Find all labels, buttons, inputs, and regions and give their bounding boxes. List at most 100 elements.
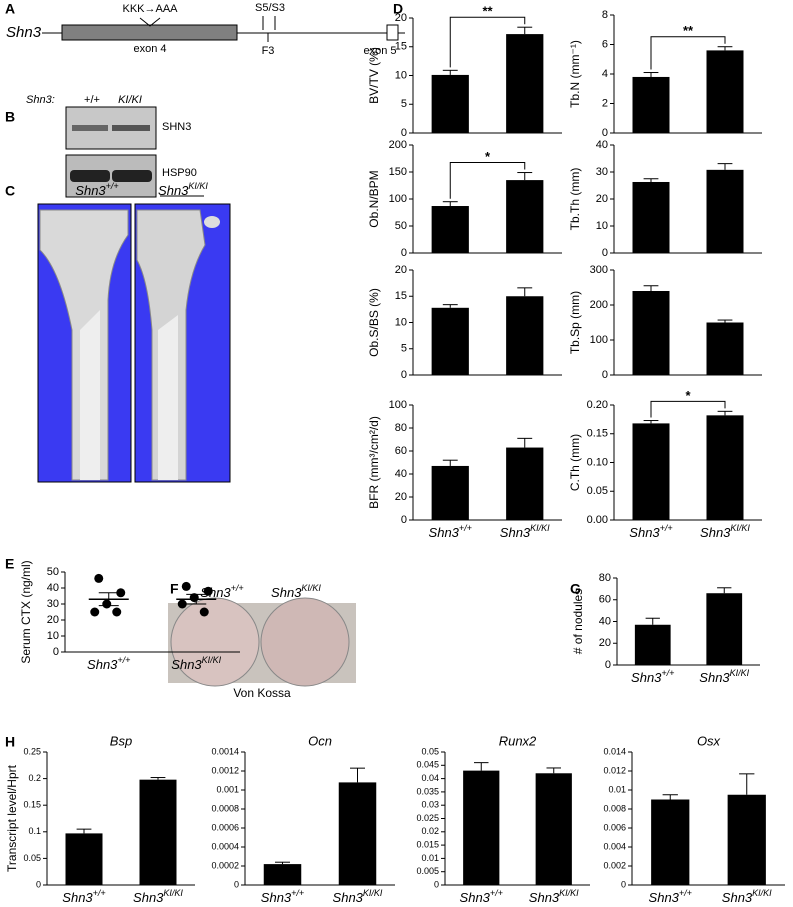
y-tick-label: 20	[596, 193, 608, 205]
significance: *	[485, 149, 491, 164]
y-axis-label: # of nodules	[571, 589, 585, 654]
data-point	[112, 607, 122, 617]
blot-label: Shn3:	[26, 94, 55, 106]
y-tick-label: 0	[36, 879, 41, 889]
y-tick-label: 40	[599, 615, 611, 627]
x-tick-label: Shn3KI/KI	[500, 523, 550, 540]
y-tick-label: 200	[590, 299, 608, 311]
y-tick-label: 15	[395, 41, 407, 53]
y-tick-label: 0	[621, 879, 626, 889]
bar	[431, 74, 469, 133]
y-axis-label: Ob.S/BS (%)	[367, 288, 381, 357]
y-tick-label: 0.006	[603, 822, 626, 832]
x-tick-label: Shn3+/+	[460, 888, 503, 905]
y-tick-label: 0	[401, 127, 407, 139]
bar	[506, 34, 544, 133]
data-point	[181, 581, 191, 591]
y-tick-label: 0	[434, 879, 439, 889]
bar	[706, 322, 744, 375]
y-tick-label: 0.025	[416, 813, 439, 823]
x-tick-label: Shn3+/+	[87, 655, 130, 672]
y-tick-label: 0	[401, 247, 407, 259]
y-tick-label: 0.03	[421, 800, 439, 810]
data-point	[177, 599, 187, 609]
y-tick-label: 100	[389, 399, 407, 411]
y-tick-label: 150	[389, 166, 407, 178]
bar	[139, 779, 177, 885]
y-tick-label: 0.15	[587, 428, 608, 440]
mutation-pointer	[139, 17, 161, 27]
y-tick-label: 0.01	[608, 784, 626, 794]
y-tick-label: 0	[605, 659, 611, 671]
blot-band	[112, 125, 150, 131]
y-tick-label: 0.035	[416, 786, 439, 796]
data-point	[102, 599, 112, 609]
y-tick-label: 8	[602, 9, 608, 21]
image-label: Shn3KI/KI	[271, 583, 321, 600]
y-tick-label: 0.0012	[211, 765, 239, 775]
chart-title: Osx	[697, 733, 721, 748]
y-tick-label: 0.0004	[211, 841, 239, 851]
y-tick-label: 0.10	[587, 456, 608, 468]
x-tick-label: Shn3KI/KI	[529, 888, 579, 905]
y-tick-label: 100	[590, 334, 608, 346]
x-tick-label: Shn3+/+	[649, 888, 692, 905]
data-point	[199, 607, 209, 617]
y-tick-label: 30	[47, 598, 59, 610]
y-tick-label: 0.20	[587, 399, 608, 411]
data-point	[94, 573, 104, 583]
significance: *	[685, 388, 691, 403]
y-tick-label: 0.012	[603, 765, 626, 775]
y-tick-label: 100	[389, 193, 407, 205]
y-tick-label: 0.0008	[211, 803, 239, 813]
lane-label: KI/KI	[118, 94, 142, 106]
bar	[263, 864, 302, 885]
bar	[706, 50, 744, 133]
chart-title: Bsp	[110, 733, 132, 748]
y-tick-label: 0.25	[23, 746, 41, 756]
data-point	[90, 607, 100, 617]
x-tick-label: Shn3KI/KI	[133, 888, 183, 905]
bar	[431, 307, 469, 375]
y-tick-label: 0.04	[421, 773, 439, 783]
bar	[506, 296, 544, 375]
exon-label: exon 5	[363, 45, 396, 57]
y-tick-label: 0.01	[421, 853, 439, 863]
data-point	[203, 586, 213, 596]
significance-bracket	[449, 16, 526, 68]
chart-title: Ocn	[308, 733, 332, 748]
significance: **	[683, 23, 694, 38]
bar	[632, 181, 670, 253]
y-tick-label: 0.004	[603, 841, 626, 851]
y-tick-label: 0.015	[416, 839, 439, 849]
panel-letter: C	[5, 183, 15, 199]
bar	[632, 423, 670, 520]
bar	[431, 465, 469, 520]
y-tick-label: 0	[602, 369, 608, 381]
y-tick-label: 2	[602, 97, 608, 109]
bar	[706, 593, 743, 665]
blot-band	[112, 170, 152, 182]
y-tick-label: 80	[395, 422, 407, 434]
y-tick-label: 40	[47, 582, 59, 594]
blot-band	[70, 170, 110, 182]
y-tick-label: 4	[602, 68, 608, 80]
primer-label: F3	[262, 45, 275, 57]
y-tick-label: 200	[389, 139, 407, 151]
y-tick-label: 10	[47, 630, 59, 642]
bar	[506, 180, 544, 253]
x-tick-label: Shn3+/+	[261, 888, 304, 905]
bar	[506, 447, 544, 520]
bone-cortex	[80, 310, 100, 480]
y-tick-label: 10	[395, 69, 407, 81]
y-tick-label: 20	[395, 264, 407, 276]
y-tick-label: 60	[599, 594, 611, 606]
y-tick-label: 15	[395, 290, 407, 302]
y-tick-label: 0.002	[603, 860, 626, 870]
y-axis-label: BFR (mm³/cm²/d)	[367, 416, 381, 509]
x-tick-label: Shn3+/+	[629, 523, 672, 540]
significance-bracket	[650, 400, 726, 418]
y-tick-label: 0.014	[603, 746, 626, 756]
exon	[61, 24, 238, 41]
band-label: SHN3	[162, 121, 191, 133]
